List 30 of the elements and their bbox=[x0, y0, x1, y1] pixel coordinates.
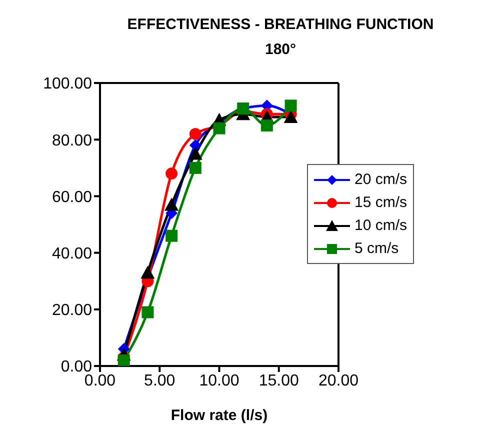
y-tick-label: 40.00 bbox=[52, 245, 92, 262]
point bbox=[166, 230, 178, 242]
legend-label: 10 cm/s bbox=[354, 217, 407, 234]
y-tick-label: 100.00 bbox=[43, 76, 92, 93]
point bbox=[213, 122, 226, 134]
x-tick-label: 10.00 bbox=[199, 372, 240, 390]
chart-title: EFFECTIVENESS - BREATHING FUNCTION bbox=[126, 15, 435, 35]
y-tick-label: 20.00 bbox=[52, 302, 92, 320]
x-tick-label: 5.00 bbox=[144, 372, 176, 390]
y-tick-label: 80.00 bbox=[52, 132, 92, 150]
point bbox=[118, 354, 130, 366]
x-tick-label: 15.00 bbox=[258, 372, 299, 390]
x-axis-title: Flow rate (l/s) bbox=[170, 407, 268, 424]
x-tick-label: 20.00 bbox=[318, 372, 359, 390]
y-tick-label: 60.00 bbox=[52, 188, 92, 206]
point bbox=[166, 168, 178, 180]
point bbox=[260, 119, 273, 132]
point bbox=[140, 266, 155, 279]
point bbox=[164, 198, 179, 211]
point bbox=[284, 110, 298, 123]
point bbox=[189, 162, 202, 174]
x-tick-label: 0.00 bbox=[84, 372, 116, 390]
legend-label: 15 cm/s bbox=[354, 194, 407, 211]
point bbox=[189, 128, 202, 140]
chart-subtitle: 180° bbox=[264, 40, 298, 60]
point bbox=[284, 100, 297, 112]
legend-label: 5 cm/s bbox=[354, 240, 399, 257]
point bbox=[142, 306, 154, 318]
point bbox=[188, 146, 202, 160]
legend-label: 20 cm/s bbox=[354, 171, 407, 188]
